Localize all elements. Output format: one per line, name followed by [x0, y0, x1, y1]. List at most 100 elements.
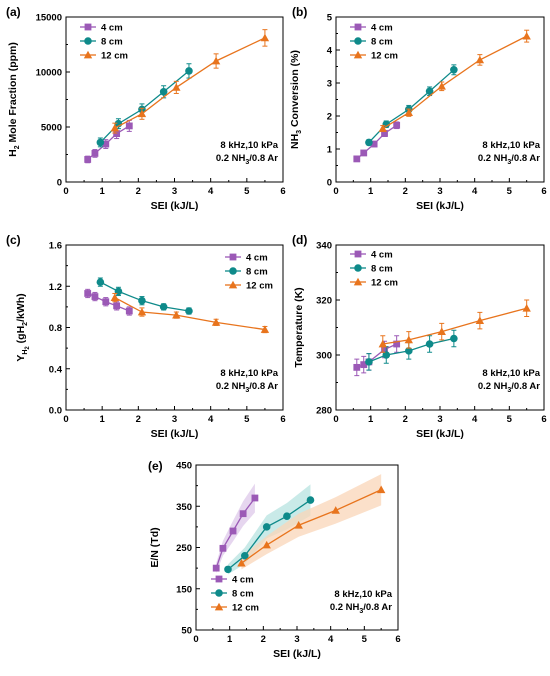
- legend-label-a-2: 12 cm: [101, 51, 128, 62]
- panel-label-c: (c): [6, 233, 21, 247]
- point-a-2-4: [260, 33, 270, 42]
- point-c-0-2: [102, 298, 110, 306]
- band-e-2: [241, 474, 382, 570]
- panel-e: (e) 0 1 2 3 4 5 6 50 150 250 350 450 SEI (kJ/L) E/N (T…: [148, 459, 401, 660]
- series-a-1: [96, 63, 193, 148]
- annotation-c-0: 8 kHz,10 kPa: [220, 368, 278, 379]
- point-c-1-4: [185, 307, 193, 315]
- panel-label-a: (a): [6, 5, 21, 19]
- annotation-a-1-part-0: 0.2 NH: [216, 153, 246, 164]
- point-c-1-1: [114, 287, 123, 296]
- x-tick-label-c-3: 3: [172, 414, 177, 425]
- point-d-0-4: [393, 340, 401, 348]
- y-axis-title-e: E/N (Td): [149, 527, 161, 567]
- x-tick-label-d-1: 1: [368, 414, 374, 425]
- legend-marker-b-0: [354, 23, 362, 31]
- legend-marker-c-1: [229, 267, 237, 275]
- y-tick-label-a-3: 15000: [36, 13, 62, 24]
- legend-label-e-2: 12 cm: [232, 603, 259, 614]
- point-b-0-0: [353, 155, 361, 163]
- x-tick-label-e-3: 3: [294, 634, 299, 645]
- point-c-2-1: [137, 307, 147, 316]
- annotation-b-1-part-0: 0.2 NH: [478, 153, 508, 164]
- point-b-2-2: [437, 82, 446, 90]
- x-axis-title-e: SEI (kJ/L): [273, 648, 321, 660]
- legend-c: 4 cm 8 cm 12 cm: [225, 253, 273, 292]
- legend-marker-a-1: [84, 37, 92, 45]
- legend-label-d-1: 8 cm: [371, 264, 393, 275]
- x-tick-label-d-4: 4: [472, 414, 478, 425]
- point-e-1-3: [283, 512, 291, 520]
- point-d-2-4: [522, 304, 531, 312]
- point-b-1-4: [450, 66, 458, 74]
- annotation-a-1: 0.2 NH3/0.8 Ar: [216, 153, 278, 166]
- y-tick-label-c-3: 1.2: [49, 282, 62, 293]
- point-b-1-0: [365, 138, 373, 147]
- x-tick-label-d-0: 0: [333, 414, 338, 425]
- legend-label-e-1: 8 cm: [232, 589, 254, 600]
- point-a-1-4: [185, 67, 193, 75]
- point-c-2-0: [110, 293, 120, 301]
- point-c-2-2: [172, 310, 181, 319]
- y-tick-label-a-2: 10000: [36, 68, 62, 79]
- point-c-1-0: [96, 278, 105, 286]
- annotation-a-1-part-2: /0.8 Ar: [249, 153, 278, 164]
- point-d-1-2: [405, 347, 413, 355]
- x-tick-label-b-0: 0: [333, 186, 338, 197]
- legend-marker-c-0: [229, 253, 237, 261]
- point-d-1-1: [382, 351, 391, 359]
- y-tick-label-c-0: 0.0: [49, 406, 62, 417]
- x-tick-label-e-5: 5: [362, 634, 368, 645]
- legend-e: 4 cm 8 cm 12 cm: [211, 575, 259, 614]
- point-a-0-3: [113, 130, 121, 137]
- annotation-e-0: 8 kHz,10 kPa: [334, 589, 392, 600]
- annotation-a-1-part-1: 3: [245, 159, 249, 166]
- x-tick-label-c-4: 4: [208, 414, 214, 425]
- y-tick-label-d-3: 340: [316, 241, 332, 252]
- x-tick-label-e-6: 6: [395, 634, 400, 645]
- y-axis-title-b: NH3 Conversion (%): [289, 50, 303, 149]
- y-tick-label-e-0: 50: [181, 626, 192, 637]
- point-b-1-1: [382, 120, 391, 129]
- annotation-b-1-part-1: 3: [507, 159, 511, 166]
- point-a-2-1: [137, 109, 147, 118]
- legend-label-b-2: 12 cm: [371, 51, 398, 62]
- annotation-d-1: 0.2 NH3/0.8 Ar: [478, 381, 540, 394]
- annotation-b-0: 8 kHz,10 kPa: [482, 140, 540, 151]
- y-axis-title-c-part-4: 2: [22, 322, 29, 326]
- legend-marker-d-2: [353, 277, 363, 286]
- point-b-0-2: [370, 140, 378, 148]
- annotation-e-1: 0.2 NH3/0.8 Ar: [330, 602, 392, 615]
- legend-marker-c-2: [228, 280, 238, 289]
- point-d-0-0: [353, 363, 361, 371]
- point-e-1-4: [306, 496, 315, 504]
- point-e-0-3: [239, 510, 247, 518]
- series-line-b-2: [382, 35, 527, 130]
- point-c-0-0: [84, 290, 92, 297]
- y-tick-label-b-3: 3: [327, 79, 332, 90]
- series-c-0: [84, 288, 133, 316]
- point-d-2-0: [378, 339, 387, 348]
- x-tick-label-e-2: 2: [261, 634, 266, 645]
- legend-label-a-1: 8 cm: [101, 37, 123, 48]
- y-tick-label-c-2: 0.8: [49, 323, 62, 334]
- x-tick-label-e-0: 0: [193, 634, 198, 645]
- x-tick-label-d-5: 5: [507, 414, 513, 425]
- y-axis-title-d: Temperature (K): [293, 287, 305, 367]
- series-b-2: [378, 29, 531, 133]
- annotation-a-0-part-0: 8 kHz,10 kPa: [220, 140, 278, 151]
- x-tick-label-b-3: 3: [437, 186, 442, 197]
- point-b-0-1: [360, 149, 368, 157]
- y-axis-title-c-part-0: Y: [15, 355, 27, 362]
- y-tick-label-b-2: 2: [327, 112, 332, 123]
- point-b-2-4: [522, 31, 531, 40]
- legend-label-b-0: 4 cm: [371, 23, 393, 34]
- point-b-0-4: [393, 121, 401, 129]
- point-e-2-1: [262, 540, 271, 549]
- series-d-1: [365, 329, 458, 371]
- point-a-0-0: [84, 156, 92, 163]
- y-tick-label-a-0: 0: [57, 178, 62, 189]
- point-d-2-1: [404, 335, 413, 344]
- y-axis-title-a: H2 Mole Fraction (ppm): [7, 42, 21, 157]
